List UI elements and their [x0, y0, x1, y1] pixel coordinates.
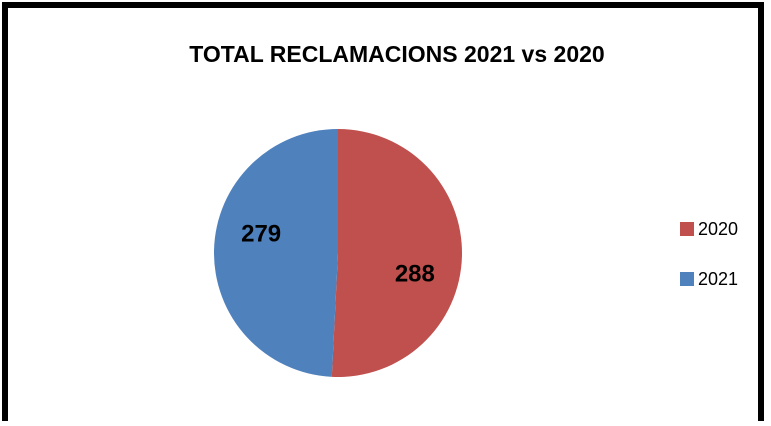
- legend-label: 2021: [698, 269, 738, 289]
- data-label: 288: [395, 260, 435, 287]
- pie-slice: [331, 129, 463, 377]
- chart-title: TOTAL RECLAMACIONS 2021 vs 2020: [189, 41, 604, 67]
- legend-label: 2020: [698, 219, 738, 239]
- data-label: 279: [241, 220, 281, 247]
- legend-swatch: [680, 222, 694, 236]
- legend-swatch: [680, 272, 694, 286]
- pie-slice: [214, 129, 338, 377]
